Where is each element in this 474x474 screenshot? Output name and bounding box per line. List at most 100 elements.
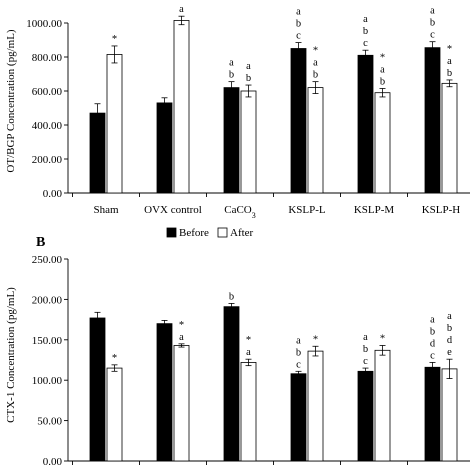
panel-b-significance-mark: e [447,347,452,358]
panel-a-significance-mark: * [112,34,117,45]
panel-b-y-tick-label: 100.00 [32,375,63,387]
panel-a-bar-after [307,87,324,194]
panel-a-significance-mark: b [229,70,234,81]
panel-b-significance-mark: a [179,332,184,343]
legend: Before After [166,227,254,239]
panel-b-letter: B [36,235,45,250]
panel-a-category-label: Sham [93,204,119,216]
panel-a-category-label: OVX control [144,204,202,216]
panel-a-bar-before [424,47,441,194]
panel-b-category-label: OVX control [144,472,202,474]
panel-a-category-label: KSLP-M [354,204,395,216]
panel-a-y-tick-label: 1000.00 [26,18,62,30]
panel-b-bar-after [374,349,391,462]
legend-before-swatch [166,227,177,238]
panel-a-bar-after [106,54,123,194]
panel-a-significance-mark: a [430,6,435,17]
panel-a-y-axis-title: OT/BGP Concentration (pg/mL) [5,29,17,173]
panel-b-bar-after [441,368,458,462]
panel-b-significance-mark: c [363,356,368,367]
panel-b-significance-mark: c [430,350,435,361]
panel-a-bar-before [357,54,374,194]
panel-a-significance-mark: a [380,64,385,75]
panel-a-y-tick-label: 0.00 [43,188,63,200]
panel-a-significance-mark: * [380,52,385,63]
panel-b-significance-mark: b [363,344,368,355]
panel-a-category-label: CaCO3 [224,204,256,220]
panel-b-significance-mark: a [363,332,368,343]
panel-a-y-tick-label: 400.00 [32,120,63,132]
panel-b-y-tick-label: 0.00 [43,456,63,468]
panel-b-significance-mark: c [296,359,301,370]
panel-b-category-label: KSLP-M [354,472,395,474]
panel-a-significance-mark: c [296,31,301,42]
panel-b-significance-mark: a [430,314,435,325]
panel-b-significance-mark: * [112,353,117,364]
panel-b-significance-mark: b [229,291,234,302]
panel-b-significance-mark: d [430,338,436,349]
panel-b-significance-mark: b [296,347,301,358]
panel-b-y-tick-label: 200.00 [32,294,63,306]
panel-b-bar-before [89,317,106,462]
panel-a-significance-mark: b [296,19,301,30]
panel-b-significance-mark: a [296,335,301,346]
panel-a-significance-mark: b [363,26,368,37]
panel-a-significance-mark: a [363,14,368,25]
panel-a-category-label: KSLP-L [288,204,326,216]
panel-b-bar-after [106,367,123,462]
panel-b-significance-mark: * [380,333,385,344]
panel-a-y-tick-label: 200.00 [32,154,63,166]
panel-a-y-tick-label: 600.00 [32,86,63,98]
panel-b-bar-after [240,362,257,462]
panel-a-category-label: KSLP-H [422,204,461,216]
panel-b-chart: B CTX-1 Concentration (pg/mL) 0.00 50.00 1… [5,235,470,474]
panel-b-bar-before [290,373,307,462]
panel-a-bar-before [89,112,106,194]
panel-a-significance-mark: b [246,73,251,84]
legend-after-label: After [230,227,254,239]
panel-b-significance-mark: d [447,335,453,346]
panel-b-significance-mark: * [246,335,251,346]
panel-a-significance-mark: b [430,18,435,29]
panel-b-y-tick-label: 150.00 [32,335,63,347]
panel-a-chart: OT/BGP Concentration (pg/mL) 0.00 200.00 4… [5,4,470,220]
panel-a-significance-mark: a [296,7,301,18]
panel-a-significance-mark: a [246,61,251,72]
panel-a-significance-mark: a [313,58,318,69]
panel-b-category-label: Sham [93,472,119,474]
panel-a-y-tick-label: 800.00 [32,52,63,64]
panel-a-bar-after [441,82,458,194]
panel-b-bar-before [223,306,240,462]
panel-b-category-label: KSLP-L [288,472,326,474]
panel-a-bar-after [374,92,391,194]
panel-b-significance-mark: * [313,334,318,345]
panel-b-bar-before [156,323,173,462]
panel-b-category-label: CaCO3 [224,472,256,474]
panel-b-significance-mark: b [447,323,452,334]
panel-a-significance-mark: a [229,58,234,69]
panel-a-significance-mark: c [363,38,368,49]
panel-b-significance-mark: b [430,326,435,337]
panel-a-bar-before [223,87,240,194]
panel-b-significance-mark: a [246,347,251,358]
panel-a-significance-mark: b [380,76,385,87]
panel-a-significance-mark: b [447,68,452,79]
panel-b-bar-after [173,345,190,462]
panel-b-category-label: KSLP-H [422,472,461,474]
panel-b-bar-before [357,370,374,462]
panel-b-significance-mark: * [179,320,184,331]
panel-a-bar-after [173,20,190,194]
panel-a-bar-before [290,48,307,194]
panel-a-significance-mark: * [447,44,452,55]
panel-b-y-tick-label: 250.00 [32,254,63,266]
panel-a-bar-before [156,102,173,194]
panel-a-bar-after [240,90,257,194]
legend-after-swatch [217,227,228,238]
panel-b-significance-mark: a [447,311,452,322]
panel-b-y-axis-title: CTX-1 Concentration (pg/mL) [5,287,17,423]
panel-b-y-tick-label: 50.00 [37,416,62,428]
panel-a-significance-mark: * [313,46,318,57]
panel-a-significance-mark: c [430,30,435,41]
legend-before-label: Before [179,227,209,239]
